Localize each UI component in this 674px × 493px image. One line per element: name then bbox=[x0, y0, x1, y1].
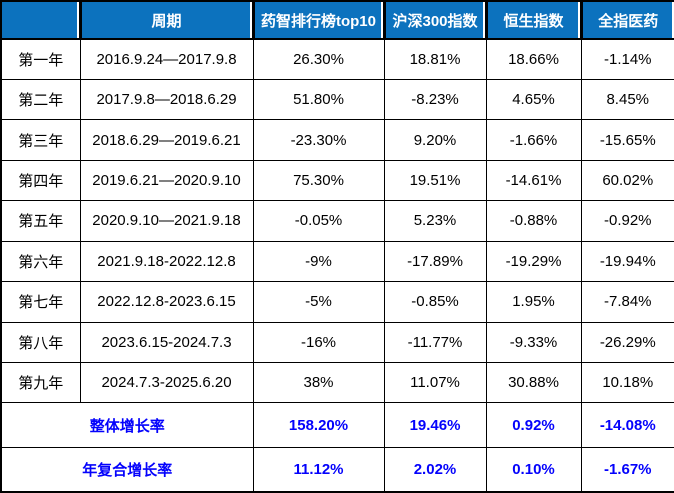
table-row-year-6: 第六年 2021.9.18-2022.12.8 -9% -17.89% -19.… bbox=[0, 240, 674, 283]
hangseng-value: 0.92% bbox=[485, 402, 582, 448]
year-label: 第八年 bbox=[0, 321, 81, 364]
yaozhi-value: -0.05% bbox=[252, 200, 385, 242]
yaozhi-value: 51.80% bbox=[252, 78, 385, 121]
yaozhi-value: -5% bbox=[252, 281, 385, 323]
pharma-value: 60.02% bbox=[580, 159, 674, 202]
hangseng-value: -9.33% bbox=[485, 321, 582, 364]
year-label: 第一年 bbox=[0, 38, 81, 80]
pharma-value: 8.45% bbox=[580, 78, 674, 121]
hangseng-value: -0.88% bbox=[485, 200, 582, 242]
year-label: 第五年 bbox=[0, 200, 81, 242]
table-row-year-9: 第九年 2024.7.3-2025.6.20 38% 11.07% 30.88%… bbox=[0, 361, 674, 404]
hangseng-value: 18.66% bbox=[485, 38, 582, 80]
table-row-year-5: 第五年 2020.9.10—2021.9.18 -0.05% 5.23% -0.… bbox=[0, 200, 674, 242]
yaozhi-value: 38% bbox=[252, 361, 385, 404]
period-cell: 2022.12.8-2023.6.15 bbox=[79, 281, 254, 323]
csi300-value: -8.23% bbox=[383, 78, 487, 121]
csi300-value: 5.23% bbox=[383, 200, 487, 242]
csi300-value: 9.20% bbox=[383, 119, 487, 161]
yaozhi-value: -23.30% bbox=[252, 119, 385, 161]
column-header-csi300: 沪深300指数 bbox=[382, 0, 487, 40]
period-cell: 2019.6.21—2020.9.10 bbox=[79, 159, 254, 202]
table-row-year-1: 第一年 2016.9.24—2017.9.8 26.30% 18.81% 18.… bbox=[0, 38, 674, 80]
yaozhi-value: -16% bbox=[252, 321, 385, 364]
column-header-pharma-index: 全指医药 bbox=[579, 0, 674, 40]
hangseng-value: -14.61% bbox=[485, 159, 582, 202]
period-cell: 2017.9.8—2018.6.29 bbox=[79, 78, 254, 121]
column-header-hangseng: 恒生指数 bbox=[484, 0, 582, 40]
hangseng-value: 4.65% bbox=[485, 78, 582, 121]
hangseng-value: -1.66% bbox=[485, 119, 582, 161]
summary-row-cagr: 年复合增长率 11.12% 2.02% 0.10% -1.67% bbox=[0, 446, 674, 493]
table-row-year-3: 第三年 2018.6.29—2019.6.21 -23.30% 9.20% -1… bbox=[0, 119, 674, 161]
pharma-value: -15.65% bbox=[580, 119, 674, 161]
hangseng-value: 0.10% bbox=[485, 446, 582, 493]
period-cell: 2024.7.3-2025.6.20 bbox=[79, 361, 254, 404]
period-cell: 2016.9.24—2017.9.8 bbox=[79, 38, 254, 80]
yaozhi-value: 26.30% bbox=[252, 38, 385, 80]
yaozhi-value: 158.20% bbox=[252, 402, 385, 448]
period-cell: 2021.9.18-2022.12.8 bbox=[79, 240, 254, 283]
header-row: 周期 药智排行榜top10 沪深300指数 恒生指数 全指医药 bbox=[0, 0, 674, 40]
csi300-value: 11.07% bbox=[383, 361, 487, 404]
pharma-value: -7.84% bbox=[580, 281, 674, 323]
summary-label: 年复合增长率 bbox=[0, 446, 254, 493]
year-label: 第四年 bbox=[0, 159, 81, 202]
pharma-value: -0.92% bbox=[580, 200, 674, 242]
year-label: 第三年 bbox=[0, 119, 81, 161]
hangseng-value: 30.88% bbox=[485, 361, 582, 404]
table-row-year-4: 第四年 2019.6.21—2020.9.10 75.30% 19.51% -1… bbox=[0, 159, 674, 202]
pharma-value: -1.14% bbox=[580, 38, 674, 80]
summary-row-total-growth: 整体增长率 158.20% 19.46% 0.92% -14.08% bbox=[0, 402, 674, 448]
period-cell: 2020.9.10—2021.9.18 bbox=[79, 200, 254, 242]
table-row-year-2: 第二年 2017.9.8—2018.6.29 51.80% -8.23% 4.6… bbox=[0, 78, 674, 121]
pharma-value: -26.29% bbox=[580, 321, 674, 364]
table-row-year-8: 第八年 2023.6.15-2024.7.3 -16% -11.77% -9.3… bbox=[0, 321, 674, 364]
column-header-period: 周期 bbox=[78, 0, 254, 40]
csi300-value: 19.46% bbox=[383, 402, 487, 448]
yaozhi-value: -9% bbox=[252, 240, 385, 283]
pharma-value: -14.08% bbox=[580, 402, 674, 448]
year-label: 第七年 bbox=[0, 281, 81, 323]
yaozhi-value: 75.30% bbox=[252, 159, 385, 202]
csi300-value: -17.89% bbox=[383, 240, 487, 283]
csi300-value: 18.81% bbox=[383, 38, 487, 80]
period-cell: 2018.6.29—2019.6.21 bbox=[79, 119, 254, 161]
period-cell: 2023.6.15-2024.7.3 bbox=[79, 321, 254, 364]
csi300-value: -11.77% bbox=[383, 321, 487, 364]
pharma-value: -1.67% bbox=[580, 446, 674, 493]
year-label: 第六年 bbox=[0, 240, 81, 283]
header-corner-cell bbox=[0, 0, 81, 40]
year-label: 第二年 bbox=[0, 78, 81, 121]
summary-label: 整体增长率 bbox=[0, 402, 254, 448]
yaozhi-value: 11.12% bbox=[252, 446, 385, 493]
pharma-value: -19.94% bbox=[580, 240, 674, 283]
table-row-year-7: 第七年 2022.12.8-2023.6.15 -5% -0.85% 1.95%… bbox=[0, 281, 674, 323]
csi300-value: 2.02% bbox=[383, 446, 487, 493]
column-header-yaozhi-top10: 药智排行榜top10 bbox=[251, 0, 385, 40]
pharma-value: 10.18% bbox=[580, 361, 674, 404]
hangseng-value: -19.29% bbox=[485, 240, 582, 283]
csi300-value: -0.85% bbox=[383, 281, 487, 323]
year-label: 第九年 bbox=[0, 361, 81, 404]
hangseng-value: 1.95% bbox=[485, 281, 582, 323]
csi300-value: 19.51% bbox=[383, 159, 487, 202]
